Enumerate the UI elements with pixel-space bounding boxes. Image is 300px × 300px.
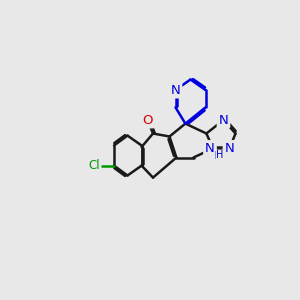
- Text: N: N: [225, 142, 234, 155]
- Text: H: H: [214, 151, 221, 161]
- Text: N: N: [219, 113, 228, 127]
- Text: Cl: Cl: [88, 159, 100, 172]
- Text: N: N: [171, 83, 180, 97]
- Text: H: H: [216, 150, 223, 160]
- Text: O: O: [142, 113, 153, 127]
- Text: N: N: [205, 142, 215, 155]
